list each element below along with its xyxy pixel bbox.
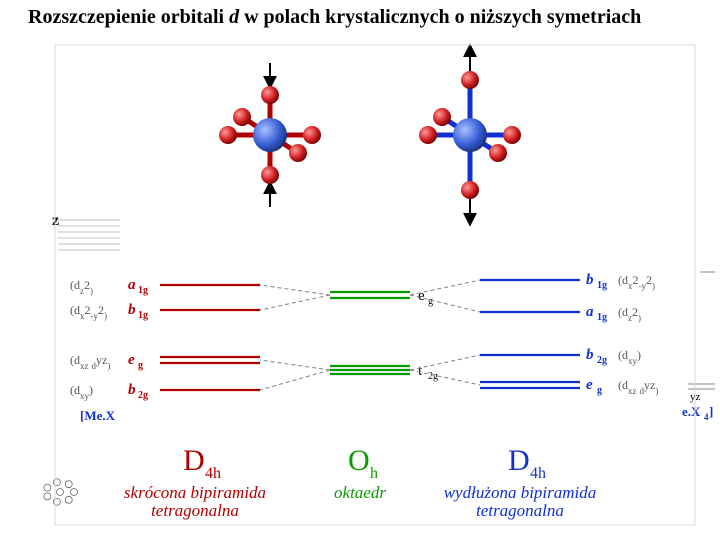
svg-text:2g: 2g: [428, 371, 438, 382]
svg-text:(dx2-y2): (dx2-y2): [70, 303, 107, 321]
svg-text:(dxz dyz): (dxz dyz): [70, 353, 110, 371]
svg-text:e.X: e.X: [682, 404, 701, 419]
svg-text:(dxz dyz): (dxz dyz): [618, 378, 658, 396]
svg-text:[Me.X: [Me.X: [80, 408, 116, 423]
svg-text:g: g: [138, 360, 143, 371]
svg-text:e: e: [128, 352, 135, 368]
svg-text:(dz2): (dz2): [618, 305, 641, 323]
svg-text:wydłużona bipiramida: wydłużona bipiramida: [444, 483, 597, 502]
svg-text:b: b: [586, 347, 594, 363]
svg-text:(dxy): (dxy): [618, 348, 641, 366]
svg-text:1g: 1g: [597, 280, 607, 291]
svg-text:t: t: [418, 363, 423, 379]
svg-text:1g: 1g: [597, 312, 607, 323]
svg-text:b: b: [128, 302, 136, 318]
svg-text:e: e: [586, 377, 593, 393]
svg-text:2g: 2g: [138, 390, 148, 401]
svg-text:tetragonalna: tetragonalna: [151, 501, 239, 520]
svg-text:skrócona bipiramida: skrócona bipiramida: [124, 483, 266, 502]
svg-text:2g: 2g: [597, 355, 607, 366]
svg-text:h: h: [370, 465, 378, 482]
svg-text:(dz2): (dz2): [70, 278, 93, 296]
svg-text:g: g: [597, 385, 602, 396]
svg-text:(dxy): (dxy): [70, 383, 93, 401]
svg-text:O: O: [348, 444, 370, 477]
svg-text:D: D: [508, 444, 530, 477]
svg-text:tetragonalna: tetragonalna: [476, 501, 564, 520]
svg-text:b: b: [586, 272, 594, 288]
svg-text:4h: 4h: [530, 465, 546, 482]
svg-text:oktaedr: oktaedr: [334, 483, 386, 502]
svg-text:a: a: [128, 277, 136, 293]
svg-text:1g: 1g: [138, 310, 148, 321]
svg-text:1g: 1g: [138, 285, 148, 296]
svg-text:4h: 4h: [205, 465, 221, 482]
svg-text:e: e: [418, 288, 425, 304]
svg-text:D: D: [183, 444, 205, 477]
svg-text:g: g: [428, 296, 433, 307]
svg-text:b: b: [128, 382, 136, 398]
svg-text:]: ]: [709, 404, 713, 419]
svg-text:a: a: [586, 304, 594, 320]
svg-text:z: z: [52, 212, 59, 229]
diagram-svg: zegt2g(dz2)a1g(dx2-y2)b1g(dxz dyz)eg(dxy…: [0, 0, 720, 540]
svg-text:(dx2-y2): (dx2-y2): [618, 273, 655, 291]
